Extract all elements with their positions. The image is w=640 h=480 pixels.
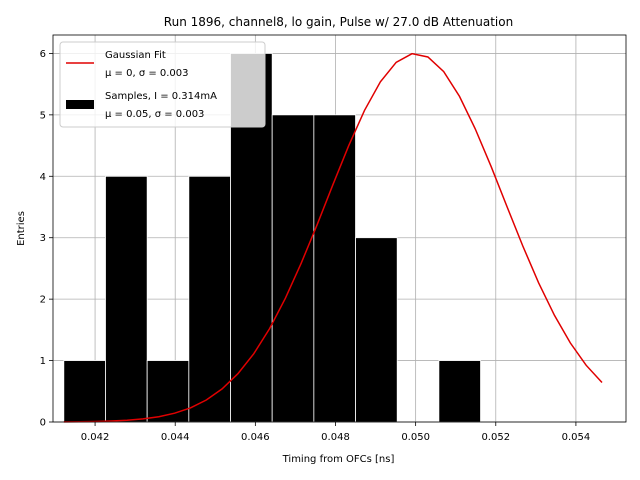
y-tick-label: 1 [40, 356, 46, 367]
histogram-bar [438, 360, 481, 423]
x-tick-label: 0.050 [401, 432, 430, 443]
histogram-bar [63, 360, 106, 423]
chart-title: Run 1896, channel8, lo gain, Pulse w/ 27… [164, 15, 513, 29]
y-tick-label: 0 [40, 418, 46, 429]
x-tick-label: 0.048 [321, 432, 350, 443]
plot-frame [52, 34, 627, 423]
legend-samples-name: Samples, I = 0.314mA [105, 91, 217, 102]
y-tick-label: 6 [40, 49, 46, 60]
histogram-bar [105, 175, 148, 423]
y-tick-label: 2 [40, 295, 46, 306]
y-tick-label: 5 [40, 110, 46, 121]
x-axis-ticks: 0.042 0.044 0.046 0.048 0.050 0.052 0.054 [81, 422, 590, 443]
x-tick-label: 0.054 [562, 432, 591, 443]
y-axis-ticks: 0 1 2 3 4 5 6 [40, 49, 53, 429]
y-tick-label: 3 [40, 233, 46, 244]
histogram-bars [63, 53, 481, 423]
histogram-bar [146, 360, 190, 423]
histogram-bar [313, 114, 356, 423]
legend-box [59, 41, 266, 128]
histogram-bar [355, 237, 398, 423]
histogram-bar [188, 175, 231, 423]
legend: Gaussian Fit μ = 0, σ = 0.003 Samples, I… [59, 41, 266, 128]
x-tick-label: 0.052 [481, 432, 510, 443]
legend-fit-params: μ = 0, σ = 0.003 [105, 68, 189, 79]
fit-curve-layer [63, 52, 603, 423]
legend-bar-swatch [66, 100, 94, 109]
histogram-bar [271, 114, 315, 423]
gaussian-fit-line [63, 52, 603, 423]
x-axis-label: Timing from OFCs [ns] [282, 454, 395, 465]
x-tick-label: 0.046 [241, 432, 270, 443]
x-tick-label: 0.042 [81, 432, 110, 443]
legend-samples-params: μ = 0.05, σ = 0.003 [105, 109, 204, 120]
legend-fit-name: Gaussian Fit [105, 50, 166, 61]
y-axis-label: Entries [16, 211, 27, 246]
x-tick-label: 0.044 [161, 432, 190, 443]
y-tick-label: 4 [40, 172, 46, 183]
